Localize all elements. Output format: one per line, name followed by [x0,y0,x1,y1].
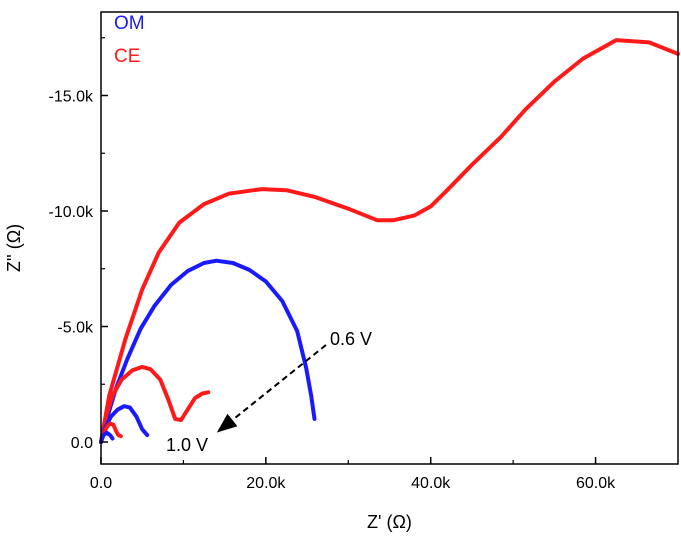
y-tick-label: 0.0 [71,435,93,452]
annotation-0-6v: 0.6 V [330,329,372,349]
series-line-ce-2 [99,364,211,444]
y-axis-ticks: 0.0 -5.0k -10.0k -15.0k [49,37,108,452]
y-tick-label: -5.0k [57,320,94,337]
x-axis-label: Z' (Ω) [367,512,412,532]
x-axis-ticks: 0.0 20.0k 40.0k 60.0k [90,457,616,492]
voltage-arrow [216,344,327,433]
x-tick-label: 40.0k [411,475,451,492]
series-line-ce-0 [99,38,680,444]
x-tick-label: 20.0k [246,475,286,492]
series-line-om-1 [99,258,317,444]
series-line-om-5 [99,430,115,444]
annotation-1-0v: 1.0 V [166,435,208,455]
plot-frame [100,11,679,465]
arrow-layer [216,344,327,433]
y-axis-label: Z'' (Ω) [4,224,24,272]
y-tick-label: -15.0k [49,89,94,106]
x-tick-label: 60.0k [576,475,616,492]
y-tick-label: -10.0k [49,204,94,221]
series-layer [99,38,680,444]
x-tick-label: 0.0 [90,475,112,492]
legend-entry-ce: CE [114,46,140,67]
legend-entry-om: OM [114,13,145,34]
